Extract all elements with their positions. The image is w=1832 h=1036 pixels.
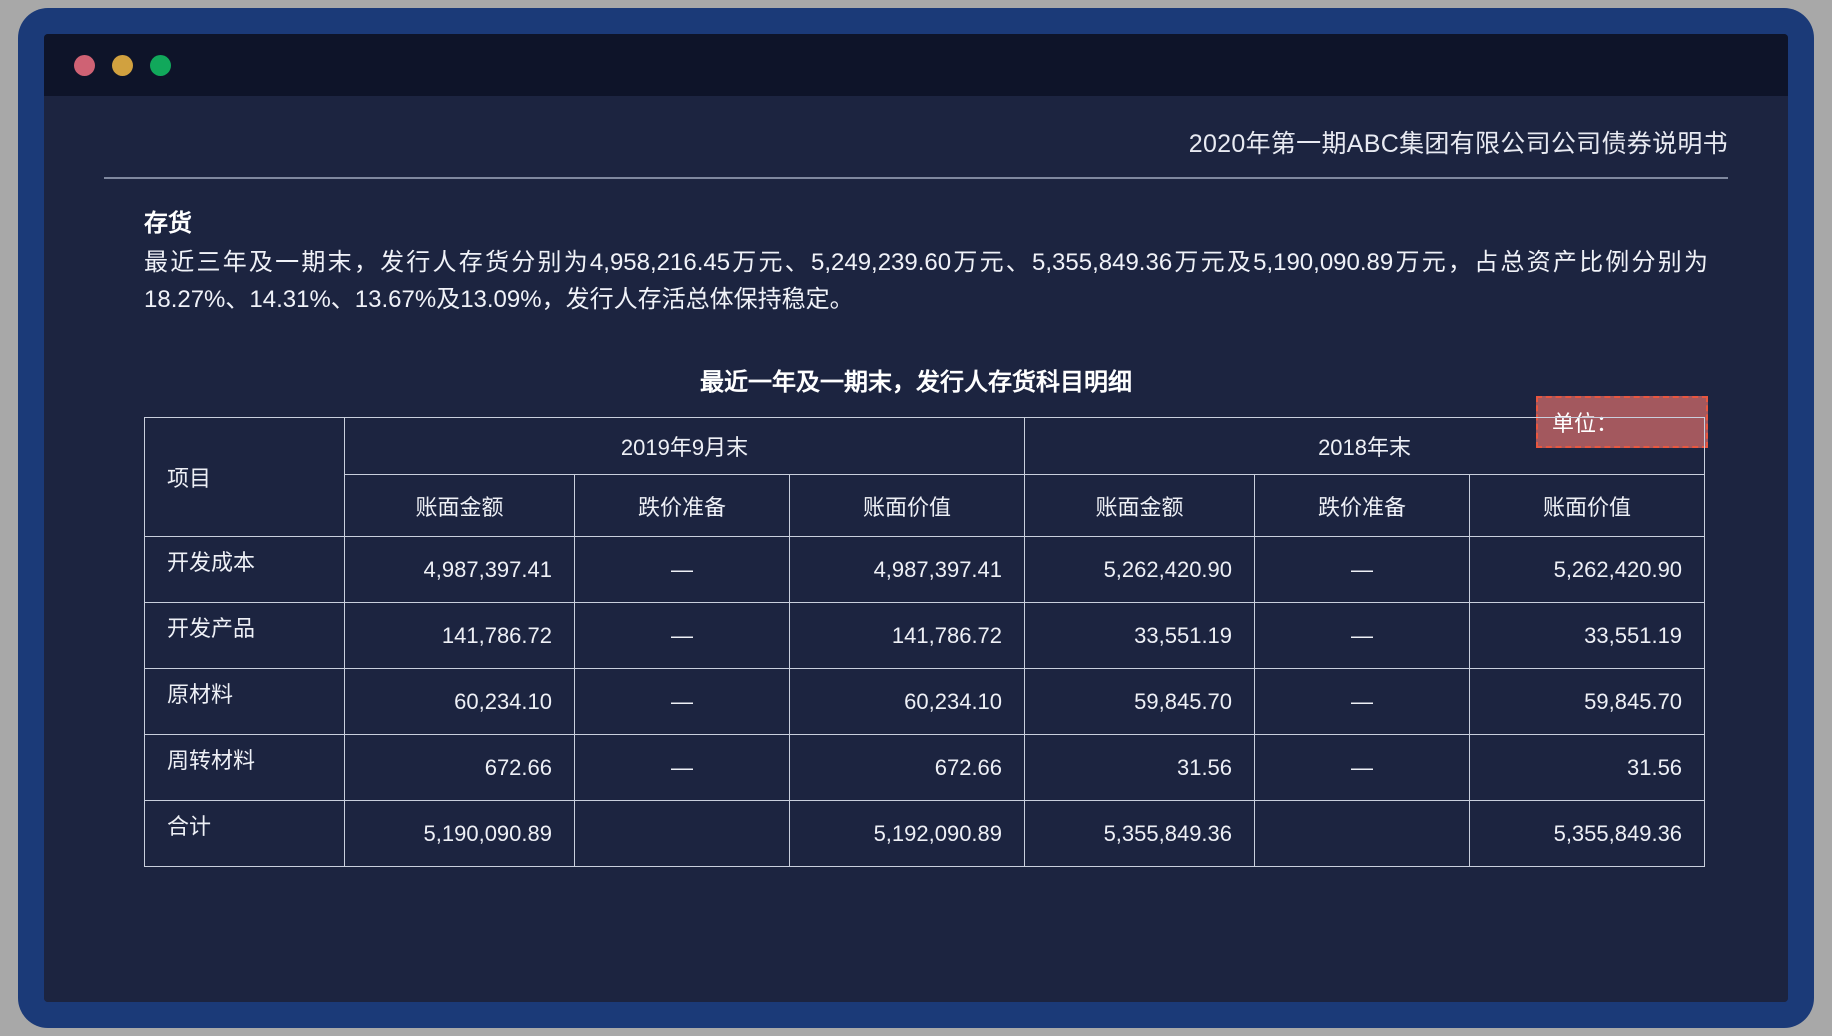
row-label: 开发产品 — [144, 602, 345, 670]
window-inner: 2020年第一期ABC集团有限公司公司债券说明书 存货 最近三年及一期末，发行人… — [44, 34, 1788, 1002]
header-item: 项目 — [144, 417, 345, 538]
section-body-paragraph: 最近三年及一期末，发行人存货分别为4,958,216.45万元、5,249,23… — [144, 249, 1708, 314]
cell-value: 4,987,397.41 — [788, 536, 1026, 604]
header-2018-book-amount: 账面金额 — [1024, 474, 1256, 538]
cell-value: 5,192,090.89 — [788, 800, 1026, 868]
table-row: 开发产品 141,786.72 — 141,786.72 33,551.19 —… — [144, 602, 1706, 670]
cell-value: 141,786.72 — [344, 602, 575, 670]
app-window: 2020年第一期ABC集团有限公司公司债券说明书 存货 最近三年及一期末，发行人… — [18, 8, 1814, 1028]
cell-value: — — [574, 602, 790, 670]
row-label: 开发成本 — [144, 536, 345, 604]
cell-value: — — [574, 734, 790, 802]
table-caption: 最近一年及一期末，发行人存货科目明细 — [700, 369, 1132, 397]
inventory-breakdown-table: 项目 2019年9月末 2018年末 账面金额 跌价准备 账面价值 账面金额 跌… — [144, 417, 1706, 868]
cell-value: 5,355,849.36 — [1469, 800, 1706, 868]
header-2019-impairment: 跌价准备 — [574, 474, 790, 538]
window-titlebar — [44, 34, 1788, 96]
cell-value: 672.66 — [344, 734, 575, 802]
cell-value: — — [1254, 668, 1471, 736]
row-label: 合计 — [144, 800, 345, 868]
cell-value: 141,786.72 — [788, 602, 1026, 670]
cell-value: — — [574, 668, 790, 736]
table-row: 周转材料 672.66 — 672.66 31.56 — 31.56 — [144, 734, 1706, 802]
cell-value: 672.66 — [788, 734, 1026, 802]
cell-value: 31.56 — [1024, 734, 1256, 802]
running-header: 2020年第一期ABC集团有限公司公司债券说明书 — [1188, 130, 1728, 158]
close-window-icon[interactable] — [74, 54, 95, 76]
cell-value: 5,262,420.90 — [1024, 536, 1256, 604]
header-2019-book-amount: 账面金额 — [344, 474, 575, 538]
header-2019-book-value: 账面价值 — [788, 474, 1026, 538]
document-page: 2020年第一期ABC集团有限公司公司债券说明书 存货 最近三年及一期末，发行人… — [44, 96, 1788, 1002]
cell-value: 33,551.19 — [1024, 602, 1256, 670]
cell-value: — — [1254, 734, 1471, 802]
cell-value: 59,845.70 — [1024, 668, 1256, 736]
table-row: 开发成本 4,987,397.41 — 4,987,397.41 5,262,4… — [144, 536, 1706, 604]
traffic-lights — [74, 54, 171, 76]
cell-value: 59,845.70 — [1469, 668, 1706, 736]
header-2018-impairment: 跌价准备 — [1254, 474, 1471, 538]
cell-value: — — [574, 536, 790, 604]
cell-value: 4,987,397.41 — [344, 536, 575, 604]
cell-value: — — [1254, 536, 1471, 604]
section-title: 存货 — [144, 210, 192, 237]
cell-value — [1254, 800, 1471, 868]
table-body: 开发成本 4,987,397.41 — 4,987,397.41 5,262,4… — [144, 536, 1706, 868]
header-group-2019: 2019年9月末 — [343, 417, 1026, 476]
table-header-group-row: 项目 2019年9月末 2018年末 — [144, 417, 1706, 538]
header-divider — [104, 177, 1728, 179]
row-label: 周转材料 — [144, 734, 345, 802]
cell-value: 31.56 — [1469, 734, 1706, 802]
row-label: 原材料 — [144, 668, 345, 736]
cell-value: 33,551.19 — [1469, 602, 1706, 670]
table-row: 原材料 60,234.10 — 60,234.10 59,845.70 — 59… — [144, 668, 1706, 736]
header-group-2018: 2018年末 — [1024, 417, 1706, 476]
cell-value: 60,234.10 — [788, 668, 1026, 736]
header-2018-book-value: 账面价值 — [1469, 474, 1706, 538]
minimize-window-icon[interactable] — [112, 54, 133, 76]
cell-value: 5,355,849.36 — [1024, 800, 1256, 868]
cell-value: 60,234.10 — [344, 668, 575, 736]
table-header-sub-row: 账面金额 跌价准备 账面价值 账面金额 跌价准备 账面价值 — [145, 474, 1706, 538]
table-total-row: 合计 5,190,090.89 5,192,090.89 5,355,849.3… — [144, 800, 1706, 868]
cell-value: — — [1254, 602, 1471, 670]
cell-value: 5,190,090.89 — [344, 800, 575, 868]
maximize-window-icon[interactable] — [150, 54, 171, 76]
cell-value — [574, 800, 790, 868]
cell-value: 5,262,420.90 — [1469, 536, 1706, 604]
